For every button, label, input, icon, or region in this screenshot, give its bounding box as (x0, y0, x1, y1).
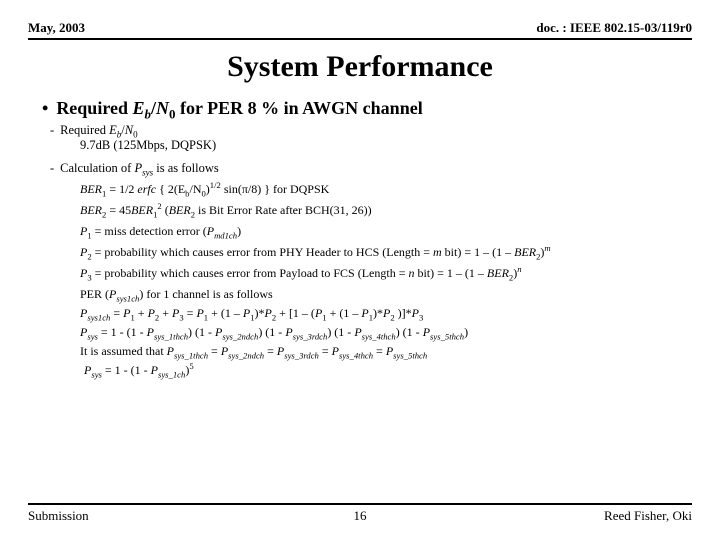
p3-line: P3 = probability which causes error from… (80, 266, 692, 281)
assumption-line: It is assumed that Psys_1thch = Psys_2nd… (80, 344, 692, 359)
page-title: System Performance (28, 50, 692, 84)
psys1ch-line: Psys1ch = P1 + P2 + P3 = P1 + (1 – P1)*P… (80, 306, 692, 321)
main-bullet: •Required Eb/N0 for PER 8 % in AWGN chan… (42, 98, 692, 119)
required-ebn0: -Required Eb/N0 (50, 123, 692, 138)
psys-multi-line: Psys = 1 - (1 - Psys_1thch) (1 - Psys_2n… (80, 325, 692, 340)
calc-psys-head: -Calculation of Psys is as follows (50, 161, 692, 176)
header-doc: doc. : IEEE 802.15-03/119r0 (536, 20, 692, 36)
required-ebn0-value: 9.7dB (125Mbps, DQPSK) (80, 138, 692, 153)
header-bar: May, 2003 doc. : IEEE 802.15-03/119r0 (28, 20, 692, 40)
ber2-line: BER2 = 45BER12 (BER2 is Bit Error Rate a… (80, 203, 692, 218)
footer-bar: Submission 16 Reed Fisher, Oki (28, 503, 692, 524)
per-head: PER (Psys1ch) for 1 channel is as follow… (80, 287, 692, 302)
footer-author: Reed Fisher, Oki (604, 508, 692, 524)
p1-line: P1 = miss detection error (Pmd1ch) (80, 224, 692, 239)
header-date: May, 2003 (28, 20, 85, 36)
p2-line: P2 = probability which causes error from… (80, 245, 692, 260)
final-line: Psys = 1 - (1 - Psys_1ch)5 (84, 363, 692, 378)
ber1-line: BER1 = 1/2 erfc { 2(Eb/N0)1/2 sin(π/8) }… (80, 182, 692, 197)
footer-page: 16 (354, 508, 367, 524)
footer-left: Submission (28, 508, 89, 524)
